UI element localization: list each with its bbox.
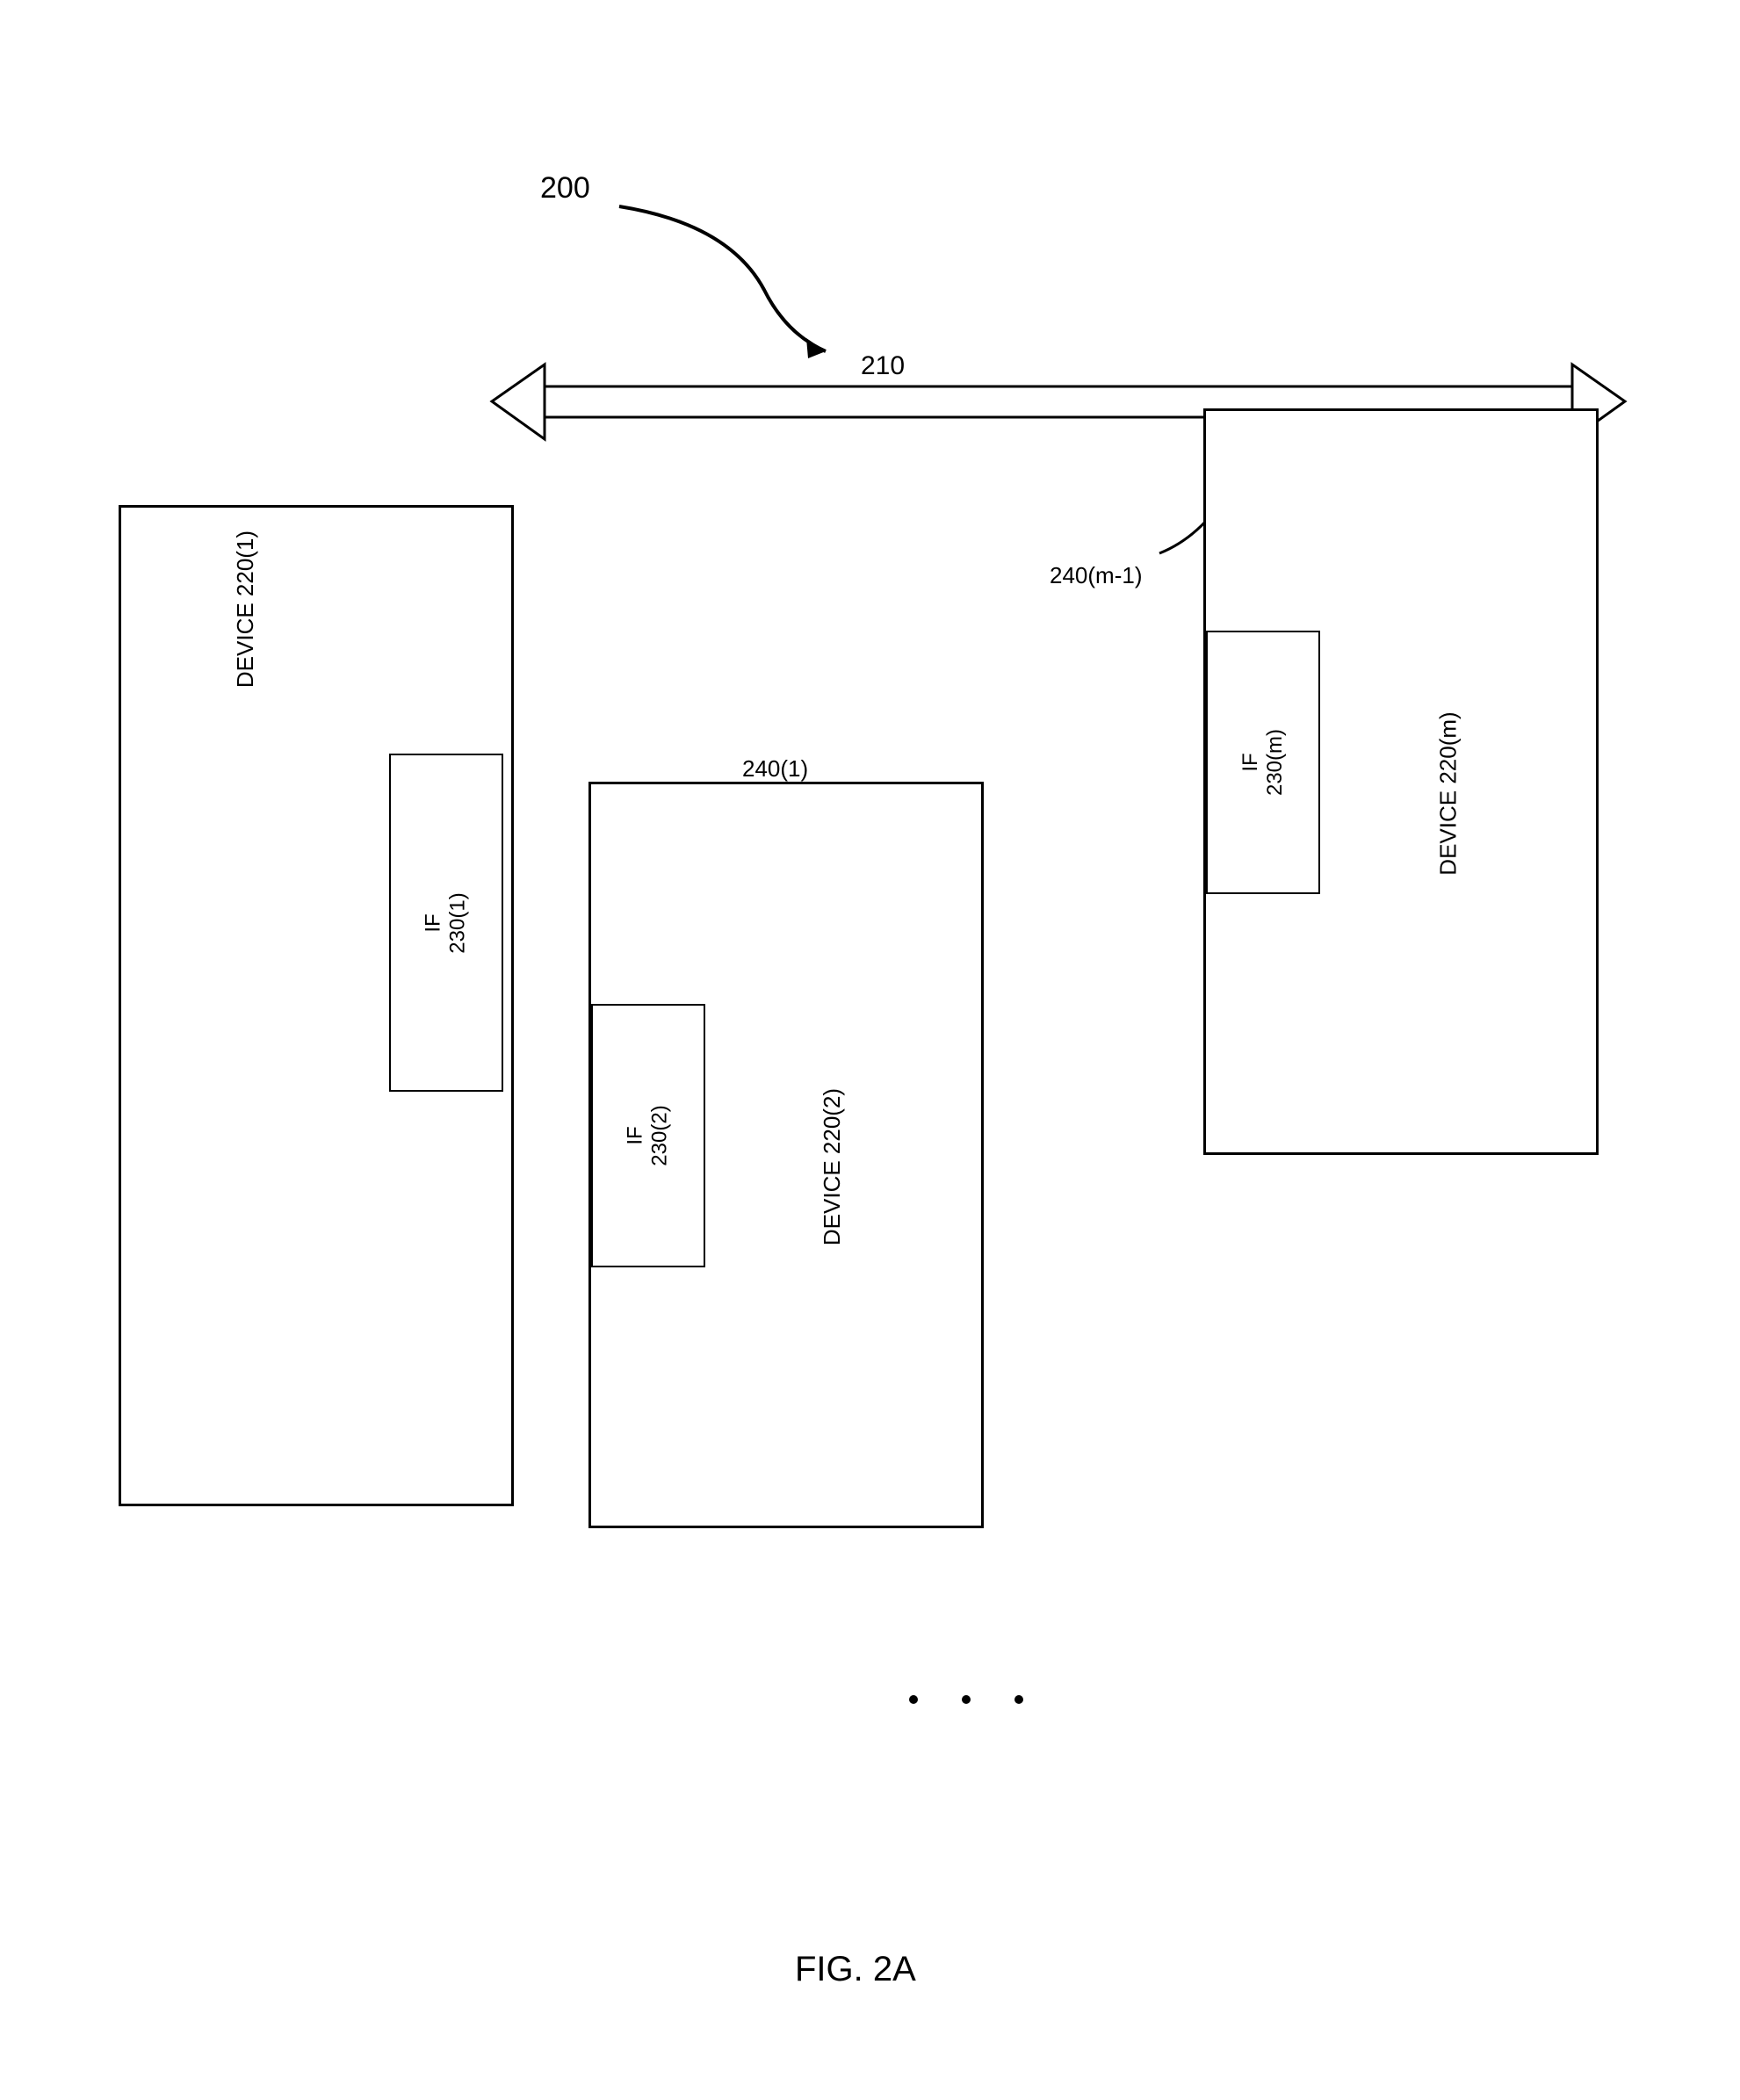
ellipsis: [909, 1695, 1023, 1704]
callout-label-1: 240(1): [742, 755, 808, 783]
if-box-2: IF 230(2): [591, 1004, 705, 1267]
ellipsis-dot: [909, 1695, 918, 1704]
device-label-2: DEVICE 220(2): [819, 1088, 846, 1245]
if-label-1: IF: [422, 892, 446, 953]
if-box-1: IF 230(1): [389, 754, 503, 1092]
callout-label-m: 240(m-1): [1050, 562, 1142, 589]
ellipsis-dot: [962, 1695, 971, 1704]
ellipsis-dot: [1014, 1695, 1023, 1704]
device-box-1: DEVICE 220(1) IF 230(1): [119, 505, 514, 1506]
if-number-m: 230(m): [1263, 729, 1288, 796]
if-label-m: IF: [1238, 729, 1263, 796]
diagram-container: DEVICE 220(1) IF 230(1) DEVICE 220(2) IF…: [0, 0, 1740, 2100]
figure-label: FIG. 2A: [795, 1950, 916, 1989]
if-box-m: IF 230(m): [1206, 631, 1320, 894]
device-label-1: DEVICE 220(1): [232, 530, 259, 688]
if-number-1: 230(1): [446, 892, 471, 953]
device-box-2: DEVICE 220(2) IF 230(2): [588, 782, 984, 1528]
system-label: 200: [540, 171, 590, 206]
system-curve: [619, 206, 826, 351]
if-label-2: IF: [624, 1105, 648, 1165]
device-box-m: DEVICE 220(m) IF 230(m): [1203, 408, 1599, 1155]
device-label-m: DEVICE 220(m): [1435, 711, 1462, 875]
if-number-2: 230(2): [648, 1105, 673, 1165]
bus-label: 210: [861, 351, 905, 381]
